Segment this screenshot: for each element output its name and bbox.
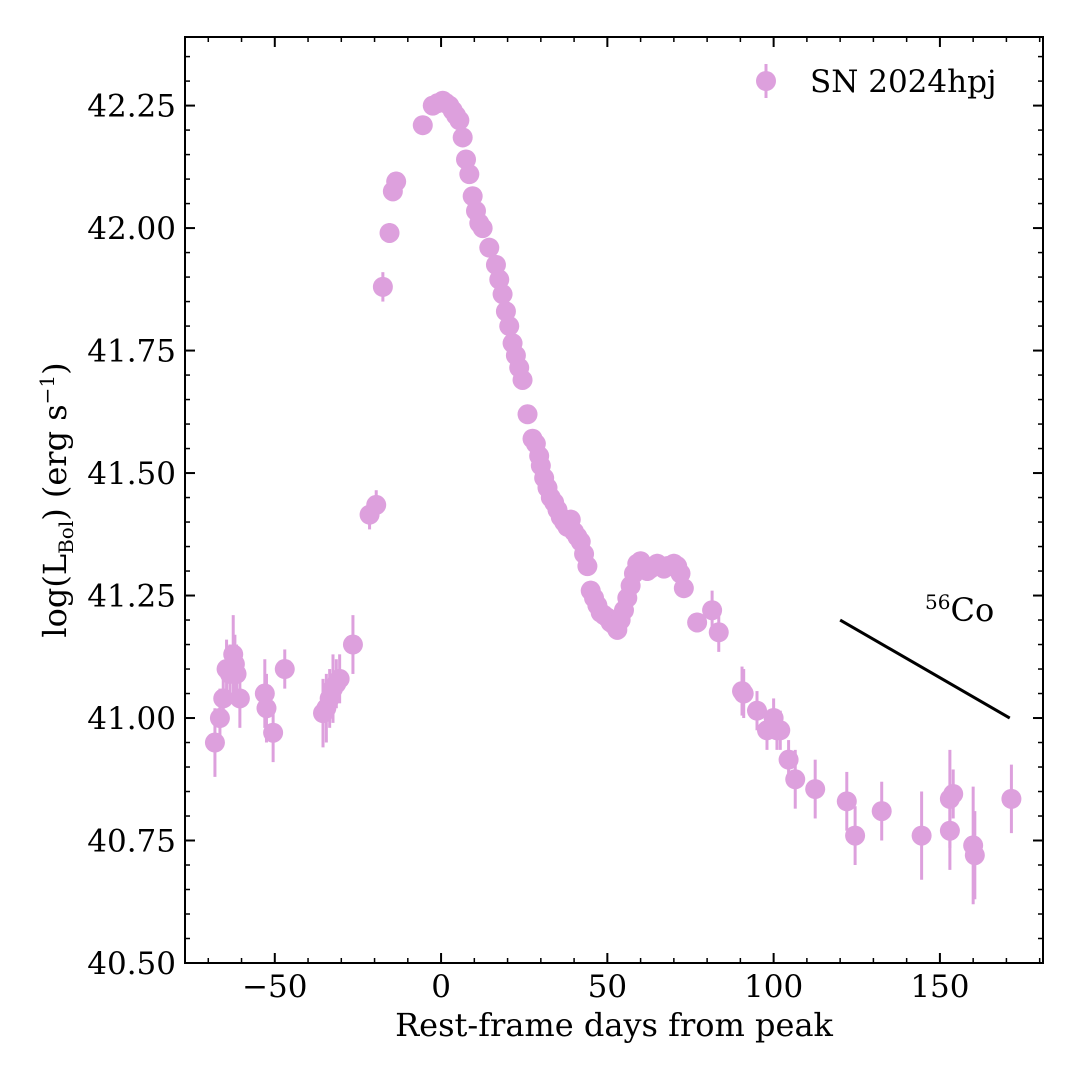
x-tick-label: 150 bbox=[910, 969, 969, 1005]
y-tick-label: 41.75 bbox=[87, 334, 176, 370]
data-point bbox=[943, 783, 964, 804]
data-point bbox=[733, 683, 754, 704]
plot-frame bbox=[184, 36, 1044, 964]
data-point bbox=[372, 276, 393, 297]
data-point bbox=[379, 222, 400, 243]
data-point bbox=[805, 779, 826, 800]
y-tick-label: 41.00 bbox=[87, 701, 176, 737]
data-point bbox=[871, 801, 892, 822]
data-point bbox=[213, 688, 234, 709]
data-point bbox=[342, 634, 363, 655]
data-point bbox=[785, 769, 806, 790]
data-point bbox=[499, 316, 520, 337]
y-tick-label: 41.25 bbox=[87, 579, 176, 615]
y-tick-label: 40.75 bbox=[87, 824, 176, 860]
y-tick-label: 42.00 bbox=[87, 211, 176, 247]
data-point bbox=[263, 722, 284, 743]
data-point bbox=[459, 164, 480, 185]
data-point bbox=[329, 668, 350, 689]
data-point bbox=[229, 688, 250, 709]
data-point bbox=[939, 820, 960, 841]
x-tick-label: 0 bbox=[431, 969, 451, 1005]
x-tick-label: 50 bbox=[588, 969, 627, 1005]
co56-annotation: 56Co bbox=[925, 590, 994, 629]
data-point bbox=[204, 732, 225, 753]
data-point bbox=[911, 825, 932, 846]
legend-label: SN 2024hpj bbox=[810, 64, 997, 100]
legend-marker bbox=[756, 71, 776, 91]
data-point bbox=[479, 237, 500, 258]
data-point bbox=[702, 600, 723, 621]
data-markers bbox=[204, 90, 1022, 866]
data-point bbox=[845, 825, 866, 846]
data-point bbox=[836, 791, 857, 812]
y-tick-label: 41.50 bbox=[87, 456, 176, 492]
data-point bbox=[386, 171, 407, 192]
data-point bbox=[256, 698, 277, 719]
y-tick-label: 40.50 bbox=[87, 946, 176, 982]
data-point bbox=[492, 284, 513, 305]
data-point bbox=[687, 612, 708, 633]
data-point bbox=[770, 720, 791, 741]
x-tick-label: −50 bbox=[242, 969, 307, 1005]
data-point bbox=[209, 708, 230, 729]
data-point bbox=[472, 218, 493, 239]
data-point bbox=[517, 404, 538, 425]
data-point bbox=[673, 578, 694, 599]
data-point bbox=[747, 700, 767, 721]
data-point bbox=[449, 110, 470, 131]
data-point bbox=[366, 494, 387, 515]
data-point bbox=[226, 663, 247, 684]
y-tick-label: 42.25 bbox=[87, 89, 176, 125]
data-point bbox=[412, 115, 433, 136]
data-point bbox=[964, 845, 985, 866]
x-tick-label: 100 bbox=[744, 969, 803, 1005]
data-point bbox=[452, 127, 473, 148]
tick-labels: −50 0 50 100 150 40.50 40.75 41.00 41.25 41.50 41.… bbox=[87, 89, 969, 1005]
data-point bbox=[778, 749, 799, 770]
legend: SN 2024hpj bbox=[756, 64, 997, 100]
co56-decay-line bbox=[839, 618, 1011, 720]
data-point bbox=[1001, 788, 1022, 809]
data-point bbox=[254, 683, 275, 704]
data-point bbox=[274, 659, 295, 680]
data-point bbox=[512, 369, 533, 390]
x-axis-title: Rest-frame days from peak bbox=[395, 1006, 833, 1044]
data-point bbox=[577, 556, 598, 577]
data-point bbox=[708, 622, 729, 643]
y-axis-title: log(LBol) (erg s−1) bbox=[35, 362, 78, 637]
